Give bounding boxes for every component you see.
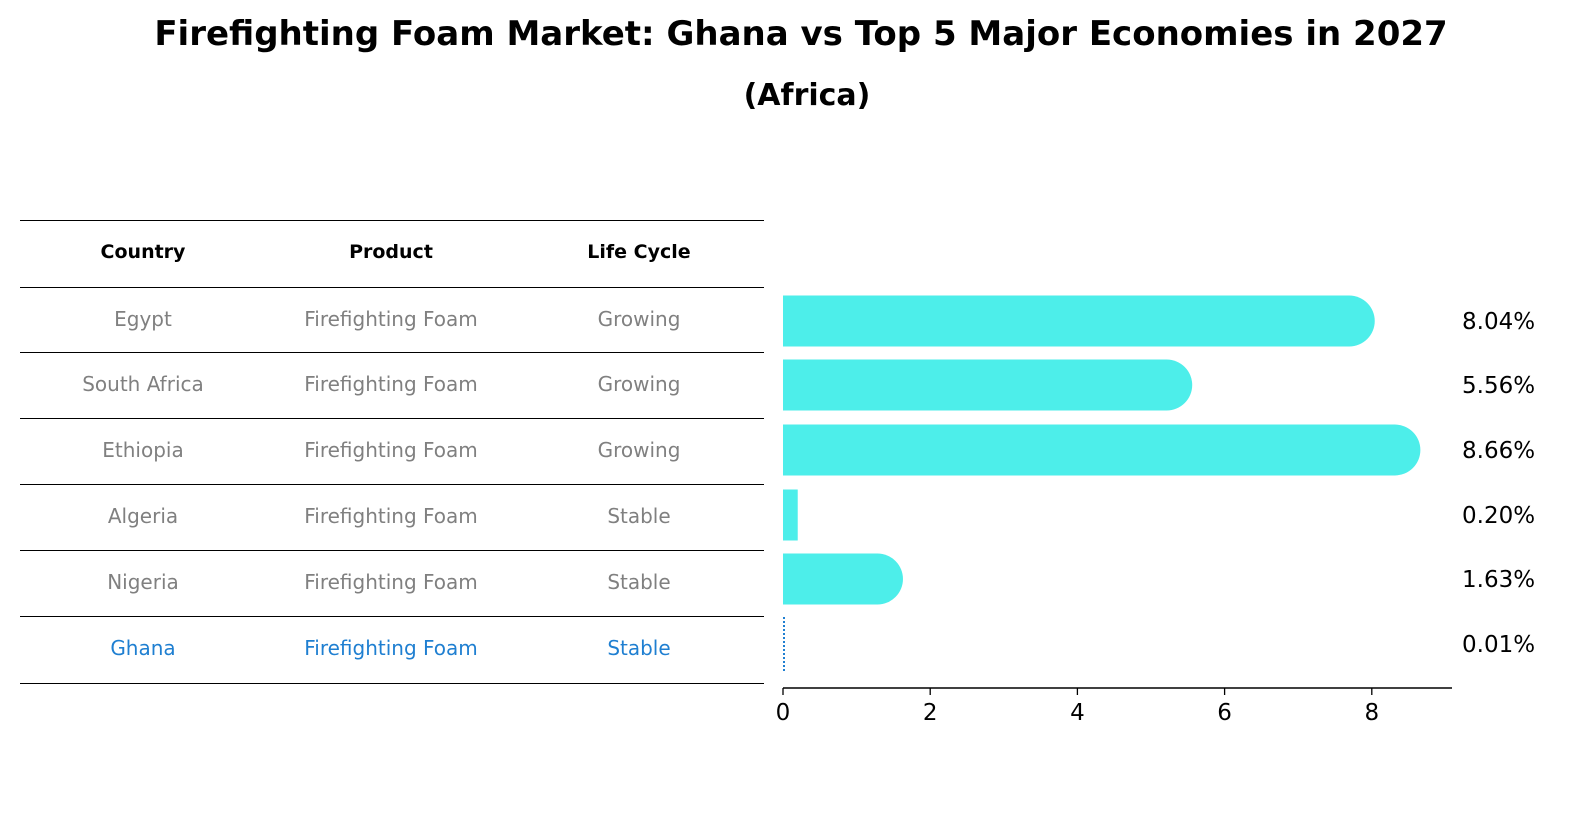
bar [783, 553, 903, 605]
table-cell-country: Algeria [107, 504, 179, 528]
table-cell-life-cycle-highlight: Stable [607, 636, 671, 660]
x-tick-label: 4 [1070, 700, 1085, 726]
table-row-rule [20, 352, 764, 353]
value-label: 0.20% [1462, 503, 1535, 529]
table-cell-country: South Africa [82, 372, 204, 396]
bar [783, 489, 798, 541]
table-bottom-rule [20, 683, 764, 684]
table-cell-life-cycle: Growing [597, 372, 681, 396]
table-cell-product: Firefighting Foam [304, 372, 478, 396]
value-label: 8.04% [1462, 309, 1535, 335]
table-row-rule [20, 484, 764, 485]
table-cell-country: Ethiopia [102, 438, 184, 462]
table-cell-product: Firefighting Foam [304, 438, 478, 462]
table-cell-life-cycle: Stable [607, 570, 671, 594]
value-label: 0.01% [1462, 632, 1535, 658]
value-label: 1.63% [1462, 567, 1535, 593]
table-header-product: Product [349, 241, 433, 263]
chart-title: Firefighting Foam Market: Ghana vs Top 5… [154, 14, 1448, 54]
x-tick-label: 6 [1217, 700, 1232, 726]
value-label: 5.56% [1462, 373, 1535, 399]
table-row-rule [20, 616, 764, 617]
table-top-rule [20, 220, 764, 221]
table-cell-country: Egypt [114, 307, 172, 331]
chart-subtitle: (Africa) [743, 78, 871, 113]
x-tick-label: 0 [776, 700, 791, 726]
bar [783, 295, 1375, 347]
table-cell-product: Firefighting Foam [304, 307, 478, 331]
table-cell-product-highlight: Firefighting Foam [304, 636, 478, 660]
table-cell-country-highlight: Ghana [110, 636, 176, 660]
table-header-life-cycle: Life Cycle [587, 241, 691, 263]
comparison-table: Country Product Life Cycle Egypt Firefig… [0, 0, 780, 823]
x-tick-label: 8 [1364, 700, 1379, 726]
table-cell-product: Firefighting Foam [304, 570, 478, 594]
table-cell-product: Firefighting Foam [304, 504, 478, 528]
table-row-rule [20, 550, 764, 551]
value-label: 8.66% [1462, 438, 1535, 464]
table-cell-life-cycle: Growing [597, 307, 681, 331]
table-row-rule [20, 418, 764, 419]
x-tick-label: 2 [923, 700, 938, 726]
table-cell-country: Nigeria [107, 570, 179, 594]
table-cell-life-cycle: Growing [597, 438, 681, 462]
table-header-rule [20, 287, 764, 288]
table-cell-life-cycle: Stable [607, 504, 671, 528]
bar [783, 424, 1421, 476]
table-header-country: Country [100, 241, 186, 263]
bar [783, 359, 1193, 411]
